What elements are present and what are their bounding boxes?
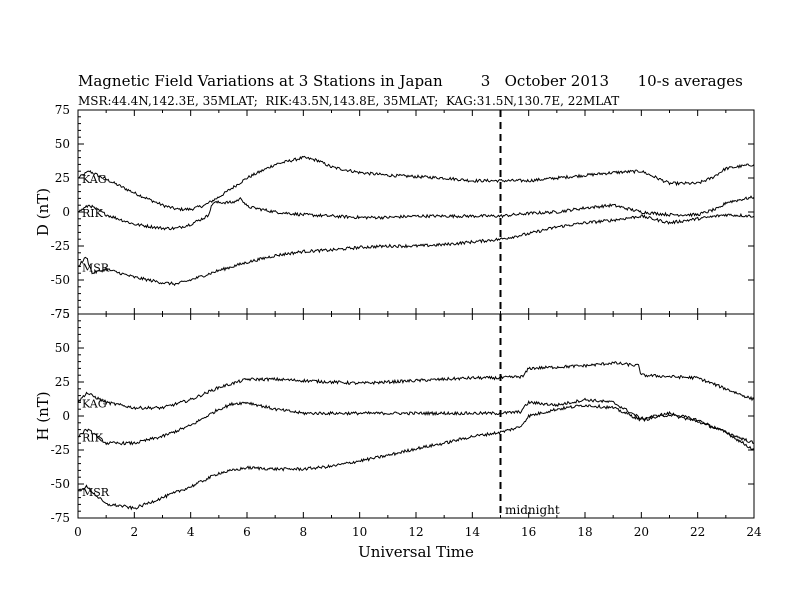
h-panel: H (nT) Universal Time midnight 75 50 25 0 -2… bbox=[34, 307, 762, 561]
h-y-tick-label: -75 bbox=[51, 511, 70, 525]
d-y-tick-label: 50 bbox=[55, 137, 70, 151]
d-series-rik bbox=[77, 195, 755, 231]
d-y-tick-label: 0 bbox=[62, 205, 70, 219]
h-series-msr bbox=[77, 403, 755, 511]
h-y-tick-label: -25 bbox=[51, 443, 70, 457]
h-series-kag bbox=[77, 361, 755, 411]
d-series-kag bbox=[77, 155, 755, 212]
d-y-axis-title: D (nT) bbox=[34, 188, 52, 236]
h-y-tick-label: 0 bbox=[62, 409, 70, 423]
x-tick-label: 0 bbox=[74, 525, 82, 539]
d-panel: D (nT) 75 50 25 0 -25 -50 -75 KAG RIK MSR bbox=[34, 103, 755, 321]
h-series-label-msr: MSR bbox=[82, 486, 110, 499]
x-tick-label: 4 bbox=[187, 525, 195, 539]
d-y-tick-label: 75 bbox=[55, 103, 70, 117]
h-y-axis-title: H (nT) bbox=[34, 391, 52, 440]
x-tick-label: 8 bbox=[300, 525, 308, 539]
h-y-tick-label: 25 bbox=[55, 375, 70, 389]
d-y-tick-label: -75 bbox=[51, 307, 70, 321]
d-series-label-kag: KAG bbox=[82, 173, 107, 186]
x-tick-label: 14 bbox=[465, 525, 481, 539]
h-y-tick-label: 50 bbox=[55, 341, 70, 355]
h-y-tick-label: -50 bbox=[51, 477, 70, 491]
x-tick-label: 10 bbox=[352, 525, 367, 539]
x-tick-label: 22 bbox=[690, 525, 705, 539]
h-y-tick-label: 75 bbox=[55, 307, 70, 321]
d-series-msr bbox=[77, 212, 755, 287]
chart-subtitle: MSR:44.4N,142.3E, 35MLAT; RIK:43.5N,143.… bbox=[78, 94, 620, 108]
d-y-tick-label: -25 bbox=[51, 239, 70, 253]
d-series-label-rik: RIK bbox=[82, 207, 104, 220]
h-series-label-rik: RIK bbox=[82, 431, 104, 444]
h-series-rik bbox=[77, 397, 755, 446]
x-tick-label: 2 bbox=[131, 525, 139, 539]
d-series-label-msr: MSR bbox=[82, 261, 110, 274]
chart-title: Magnetic Field Variations at 3 Stations … bbox=[78, 72, 743, 90]
x-tick-label: 6 bbox=[243, 525, 251, 539]
x-tick-label: 12 bbox=[408, 525, 423, 539]
x-tick-label: 20 bbox=[634, 525, 649, 539]
midnight-annotation: midnight bbox=[505, 503, 560, 517]
h-series-label-kag: KAG bbox=[82, 397, 107, 410]
x-tick-label: 18 bbox=[577, 525, 592, 539]
x-tick-label: 16 bbox=[521, 525, 536, 539]
x-axis-title: Universal Time bbox=[358, 543, 474, 561]
d-y-tick-label: -50 bbox=[51, 273, 70, 287]
x-tick-label: 24 bbox=[746, 525, 762, 539]
d-y-tick-label: 25 bbox=[55, 171, 70, 185]
